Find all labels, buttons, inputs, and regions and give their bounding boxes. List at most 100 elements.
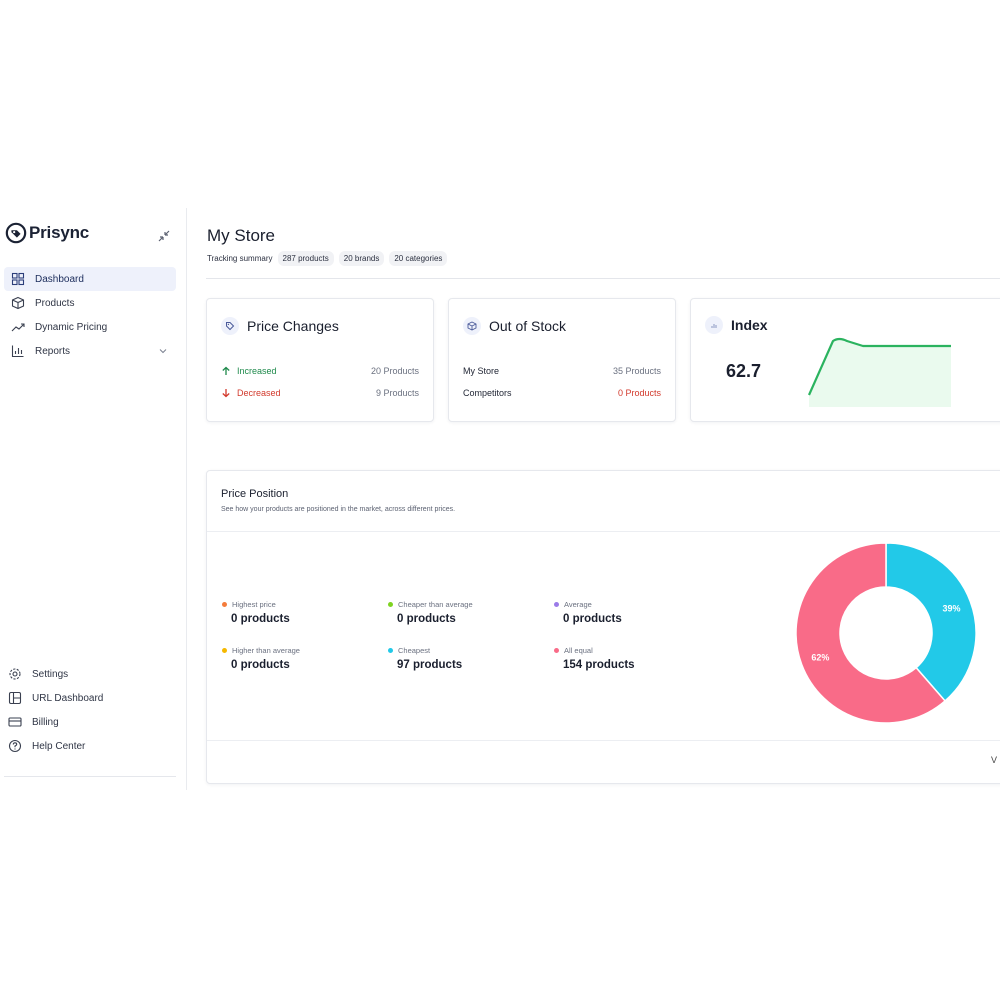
sidebar-item-reports[interactable]: Reports bbox=[4, 339, 176, 363]
bar-chart-icon bbox=[11, 344, 25, 358]
out-of-stock-card[interactable]: Out of Stock My Store 35 Products Compet… bbox=[448, 298, 676, 422]
sidebar-item-label: Help Center bbox=[32, 740, 86, 752]
card-title: Index bbox=[705, 316, 768, 334]
categories-count-badge: 20 categories bbox=[389, 251, 448, 266]
donut-slice-all-equal[interactable] bbox=[795, 543, 947, 724]
collapse-sidebar-icon[interactable] bbox=[156, 228, 172, 244]
sidebar-item-label: Products bbox=[35, 297, 75, 309]
legend-cheaper-than-average[interactable]: Cheaper than average 0 products bbox=[388, 600, 473, 625]
out-of-stock-title: Out of Stock bbox=[489, 318, 567, 334]
sidebar-item-label: URL Dashboard bbox=[32, 692, 104, 704]
sidebar-item-dashboard[interactable]: Dashboard bbox=[4, 267, 176, 291]
brand-name: Prisync bbox=[29, 223, 90, 242]
legend-value: 0 products bbox=[231, 613, 290, 625]
sidebar-item-products[interactable]: Products bbox=[4, 291, 176, 315]
view-all-link[interactable]: V bbox=[990, 755, 997, 765]
sidebar-item-label: Reports bbox=[35, 345, 71, 357]
grid-icon bbox=[11, 272, 25, 286]
divider bbox=[4, 776, 176, 777]
legend-label: Cheapest bbox=[398, 646, 431, 655]
donut-slice-label: 39% bbox=[943, 603, 961, 613]
trend-icon bbox=[11, 320, 25, 334]
sidebar-item-dynamic-pricing[interactable]: Dynamic Pricing bbox=[4, 315, 176, 339]
arrow-down-icon bbox=[222, 389, 230, 398]
legend-value: 97 products bbox=[397, 659, 463, 671]
my-store-row: My Store 35 Products bbox=[463, 366, 661, 376]
competitors-value[interactable]: 0 Products bbox=[617, 388, 661, 398]
legend-dot bbox=[222, 648, 227, 653]
legend-dot bbox=[388, 648, 393, 653]
legend-higher-than-average[interactable]: Higher than average 0 products bbox=[222, 646, 300, 671]
legend-dot bbox=[222, 602, 227, 607]
sidebar-item-label: Dynamic Pricing bbox=[35, 321, 108, 333]
competitors-label: Competitors bbox=[463, 388, 512, 398]
page-title: My Store bbox=[207, 226, 276, 245]
donut-slice-label: 62% bbox=[811, 653, 829, 663]
legend-dot bbox=[388, 602, 393, 607]
sidebar-item-label: Billing bbox=[32, 716, 59, 728]
legend-label: Higher than average bbox=[232, 646, 300, 655]
box-icon bbox=[463, 317, 481, 335]
arrow-up-icon bbox=[222, 366, 230, 375]
help-icon bbox=[8, 739, 22, 753]
my-store-value[interactable]: 35 Products bbox=[612, 366, 661, 376]
layout-icon bbox=[8, 691, 22, 705]
legend-value: 154 products bbox=[563, 659, 635, 671]
legend-label: All equal bbox=[564, 646, 593, 655]
sidebar-item-label: Dashboard bbox=[35, 273, 84, 285]
increased-label-wrap: Increased bbox=[221, 366, 277, 376]
header-divider bbox=[206, 278, 1000, 279]
decreased-label: Decreased bbox=[237, 388, 281, 398]
sidebar-item-billing[interactable]: Billing bbox=[2, 710, 176, 734]
competitors-row: Competitors 0 Products bbox=[463, 388, 661, 398]
tracking-label: Tracking summary bbox=[207, 254, 273, 263]
divider bbox=[207, 531, 1000, 532]
bottom-nav: Settings URL Dashboard Billing Help Cent… bbox=[2, 662, 176, 758]
increased-row: Increased 20 Products bbox=[221, 366, 419, 376]
index-value: 62.7 bbox=[726, 361, 762, 381]
sidebar: Prisync Dashboard Products Dynamic Prici… bbox=[0, 208, 187, 790]
legend-all-equal[interactable]: All equal 154 products bbox=[554, 646, 635, 671]
credit-card-icon bbox=[8, 715, 22, 729]
legend-average[interactable]: Average 0 products bbox=[554, 600, 622, 625]
legend-highest-price[interactable]: Highest price 0 products bbox=[222, 600, 290, 625]
divider bbox=[207, 740, 1000, 741]
index-sparkline bbox=[807, 337, 951, 407]
sidebar-item-url-dashboard[interactable]: URL Dashboard bbox=[2, 686, 176, 710]
card-title: Price Changes bbox=[221, 317, 339, 335]
legend-label: Average bbox=[564, 600, 592, 609]
sidebar-item-help-center[interactable]: Help Center bbox=[2, 734, 176, 758]
bar-chart-icon bbox=[705, 316, 723, 334]
decreased-value[interactable]: 9 Products bbox=[375, 388, 419, 398]
brands-count-badge: 20 brands bbox=[338, 251, 385, 266]
sidebar-item-settings[interactable]: Settings bbox=[2, 662, 176, 686]
tracking-summary: Tracking summary 287 products 20 brands … bbox=[207, 251, 448, 266]
legend-value: 0 products bbox=[231, 659, 290, 671]
price-changes-card[interactable]: Price Changes Increased 20 Products Decr… bbox=[206, 298, 434, 422]
main-nav: Dashboard Products Dynamic Pricing Repor… bbox=[4, 267, 176, 363]
logo[interactable]: Prisync bbox=[5, 222, 89, 244]
index-title: Index bbox=[731, 317, 768, 333]
gear-icon bbox=[8, 667, 22, 681]
increased-value[interactable]: 20 Products bbox=[370, 366, 419, 376]
my-store-label: My Store bbox=[463, 366, 500, 376]
decreased-label-wrap: Decreased bbox=[221, 388, 281, 398]
donut-slice-cheapest[interactable] bbox=[885, 543, 977, 702]
chevron-down-icon[interactable] bbox=[158, 346, 168, 356]
index-card[interactable]: Index 62.7 bbox=[690, 298, 1000, 422]
legend-label: Highest price bbox=[232, 600, 276, 609]
increased-label: Increased bbox=[237, 366, 277, 376]
legend-value: 0 products bbox=[563, 613, 622, 625]
prisync-logo-icon bbox=[5, 222, 27, 244]
card-title: Out of Stock bbox=[463, 317, 566, 335]
legend-label: Cheaper than average bbox=[398, 600, 473, 609]
price-position-donut-chart[interactable]: 39% 62% bbox=[791, 543, 981, 733]
price-position-subtitle: See how your products are positioned in … bbox=[221, 506, 456, 513]
products-count-badge: 287 products bbox=[277, 251, 334, 266]
legend-cheapest[interactable]: Cheapest 97 products bbox=[388, 646, 462, 671]
price-changes-title: Price Changes bbox=[247, 318, 339, 334]
price-position-title: Price Position bbox=[221, 488, 289, 500]
legend-dot bbox=[554, 648, 559, 653]
box-icon bbox=[11, 296, 25, 310]
decreased-row: Decreased 9 Products bbox=[221, 388, 419, 398]
